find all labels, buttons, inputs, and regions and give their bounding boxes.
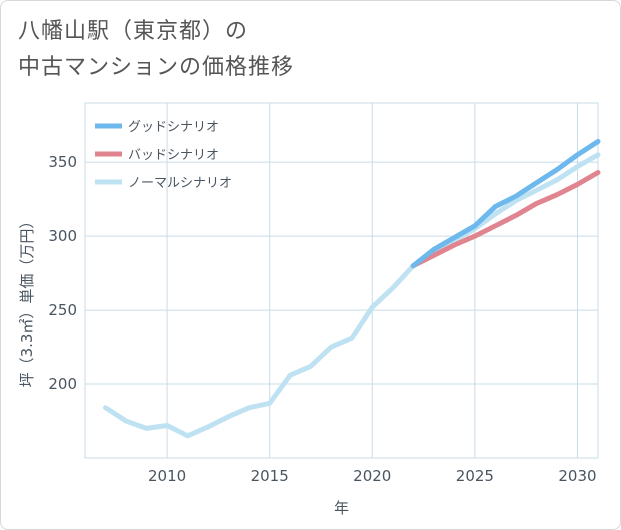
x-tick-label: 2015	[251, 467, 289, 485]
title-line-1: 八幡山駅（東京都）の	[18, 19, 249, 44]
plot-area	[84, 102, 599, 459]
title-line-2: 中古マンションの価格推移	[18, 55, 295, 80]
legend-label: グッドシナリオ	[128, 120, 219, 135]
y-tick-label: 200	[48, 375, 77, 393]
legend-label: バッドシナリオ	[128, 148, 219, 163]
series-lines	[103, 139, 601, 439]
y-tick-label: 250	[48, 301, 77, 319]
series-line-0	[410, 139, 601, 269]
chart-title: 八幡山駅（東京都）の 中古マンションの価格推移	[18, 14, 294, 86]
series-line-2	[103, 152, 601, 439]
series-line-1	[410, 170, 601, 269]
x-tick-label: 2025	[456, 467, 494, 485]
x-axis-title: 年	[334, 499, 349, 517]
grid	[84, 102, 599, 459]
y-axis-title: 坪（3.3㎡）単価（万円）	[18, 214, 36, 388]
y-tick-label: 350	[48, 153, 77, 171]
y-tick-label: 300	[48, 227, 77, 245]
x-tick-label: 2030	[558, 467, 596, 485]
x-tick-label: 2020	[353, 467, 391, 485]
x-tick-label: 2010	[148, 467, 186, 485]
y-axis-ticks: 200 250 300 350	[48, 153, 77, 393]
legend-label: ノーマルシナリオ	[128, 176, 232, 191]
x-axis-ticks: 2010 2015 2020 2025 2030	[148, 467, 597, 485]
